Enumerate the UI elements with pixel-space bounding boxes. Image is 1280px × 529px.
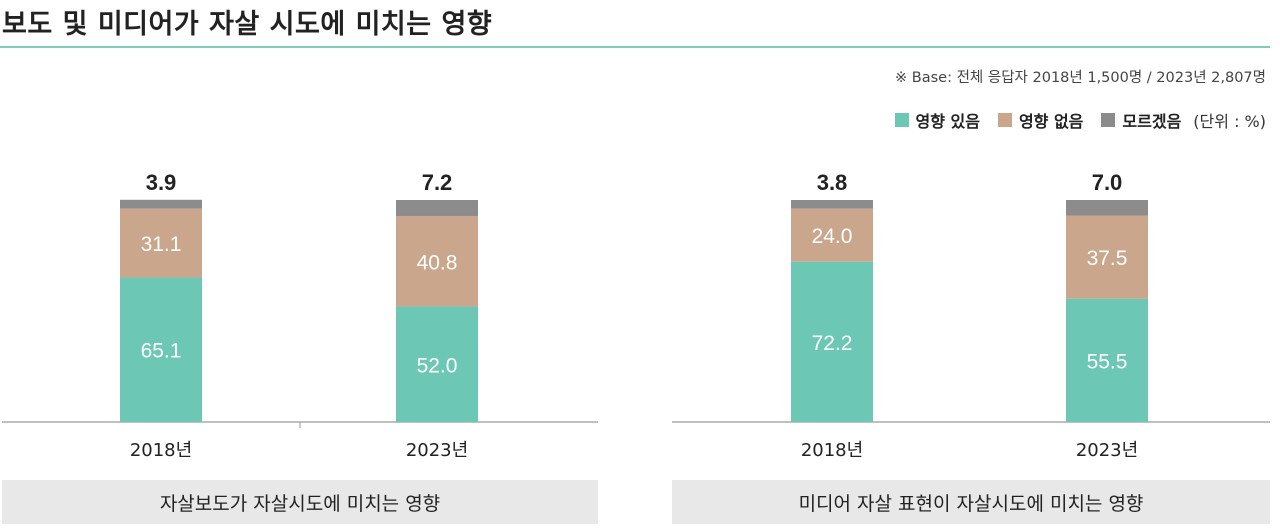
legend: 영향 있음 영향 없음 모르겠음 (단위 : %) xyxy=(877,108,1266,132)
data-label-effect: 52.0 xyxy=(417,354,458,377)
data-label-no-effect: 40.8 xyxy=(417,251,458,274)
bar-segment-unknown xyxy=(120,199,202,209)
data-label-unknown: 3.8 xyxy=(817,170,848,195)
data-label-no-effect: 24.0 xyxy=(812,225,853,248)
data-label-effect: 55.5 xyxy=(1087,350,1128,373)
bar-segment-unknown xyxy=(791,200,873,209)
legend-swatch-no-effect xyxy=(997,113,1012,127)
data-label-no-effect: 37.5 xyxy=(1087,247,1128,270)
base-note: ※ Base: 전체 응답자 2018년 1,500명 / 2023년 2,80… xyxy=(895,70,1266,86)
chart-caption-media: 미디어 자살 표현이 자살시도에 미치는 영향 xyxy=(672,480,1270,524)
data-label-no-effect: 31.1 xyxy=(141,233,182,256)
data-label-unknown: 7.2 xyxy=(422,170,453,195)
legend-label-effect: 영향 있음 xyxy=(915,112,980,131)
bar-segment-no-effect xyxy=(120,208,202,278)
bar-segment-effect xyxy=(1066,298,1148,422)
bar-segment-effect xyxy=(396,306,478,422)
data-label-effect: 72.2 xyxy=(812,332,853,355)
legend-item-effect: 영향 있음 xyxy=(894,108,980,132)
bar-segment-no-effect xyxy=(1066,215,1148,299)
bar-segment-no-effect xyxy=(791,208,873,262)
x-tick-label: 2023년 xyxy=(406,440,468,461)
data-label-unknown: 3.9 xyxy=(146,170,177,195)
bar-segment-no-effect xyxy=(396,215,478,307)
data-label-unknown: 7.0 xyxy=(1092,170,1123,195)
bar-segment-unknown xyxy=(396,200,478,216)
legend-item-no-effect: 영향 없음 xyxy=(997,108,1084,132)
legend-item-unknown: 모르겠음 xyxy=(1101,108,1181,132)
chart-caption-reporting: 자살보도가 자살시도에 미치는 영향 xyxy=(2,480,598,524)
bar-segment-effect xyxy=(120,277,202,422)
bar-segment-unknown xyxy=(1066,200,1148,216)
legend-swatch-effect xyxy=(894,113,909,127)
data-label-effect: 65.1 xyxy=(141,340,182,363)
title-divider xyxy=(0,46,1270,48)
legend-label-no-effect: 영향 없음 xyxy=(1018,112,1084,131)
legend-label-unknown: 모르겠음 xyxy=(1122,112,1182,131)
x-tick-label: 2018년 xyxy=(130,440,192,461)
x-tick-label: 2018년 xyxy=(801,440,863,461)
x-tick-label: 2023년 xyxy=(1076,440,1138,461)
legend-unit: (단위 : %) xyxy=(1193,112,1266,131)
page-title: 보도 및 미디어가 자살 시도에 미치는 영향 xyxy=(2,9,493,40)
legend-swatch-unknown xyxy=(1101,113,1116,127)
bar-segment-effect xyxy=(791,261,873,422)
